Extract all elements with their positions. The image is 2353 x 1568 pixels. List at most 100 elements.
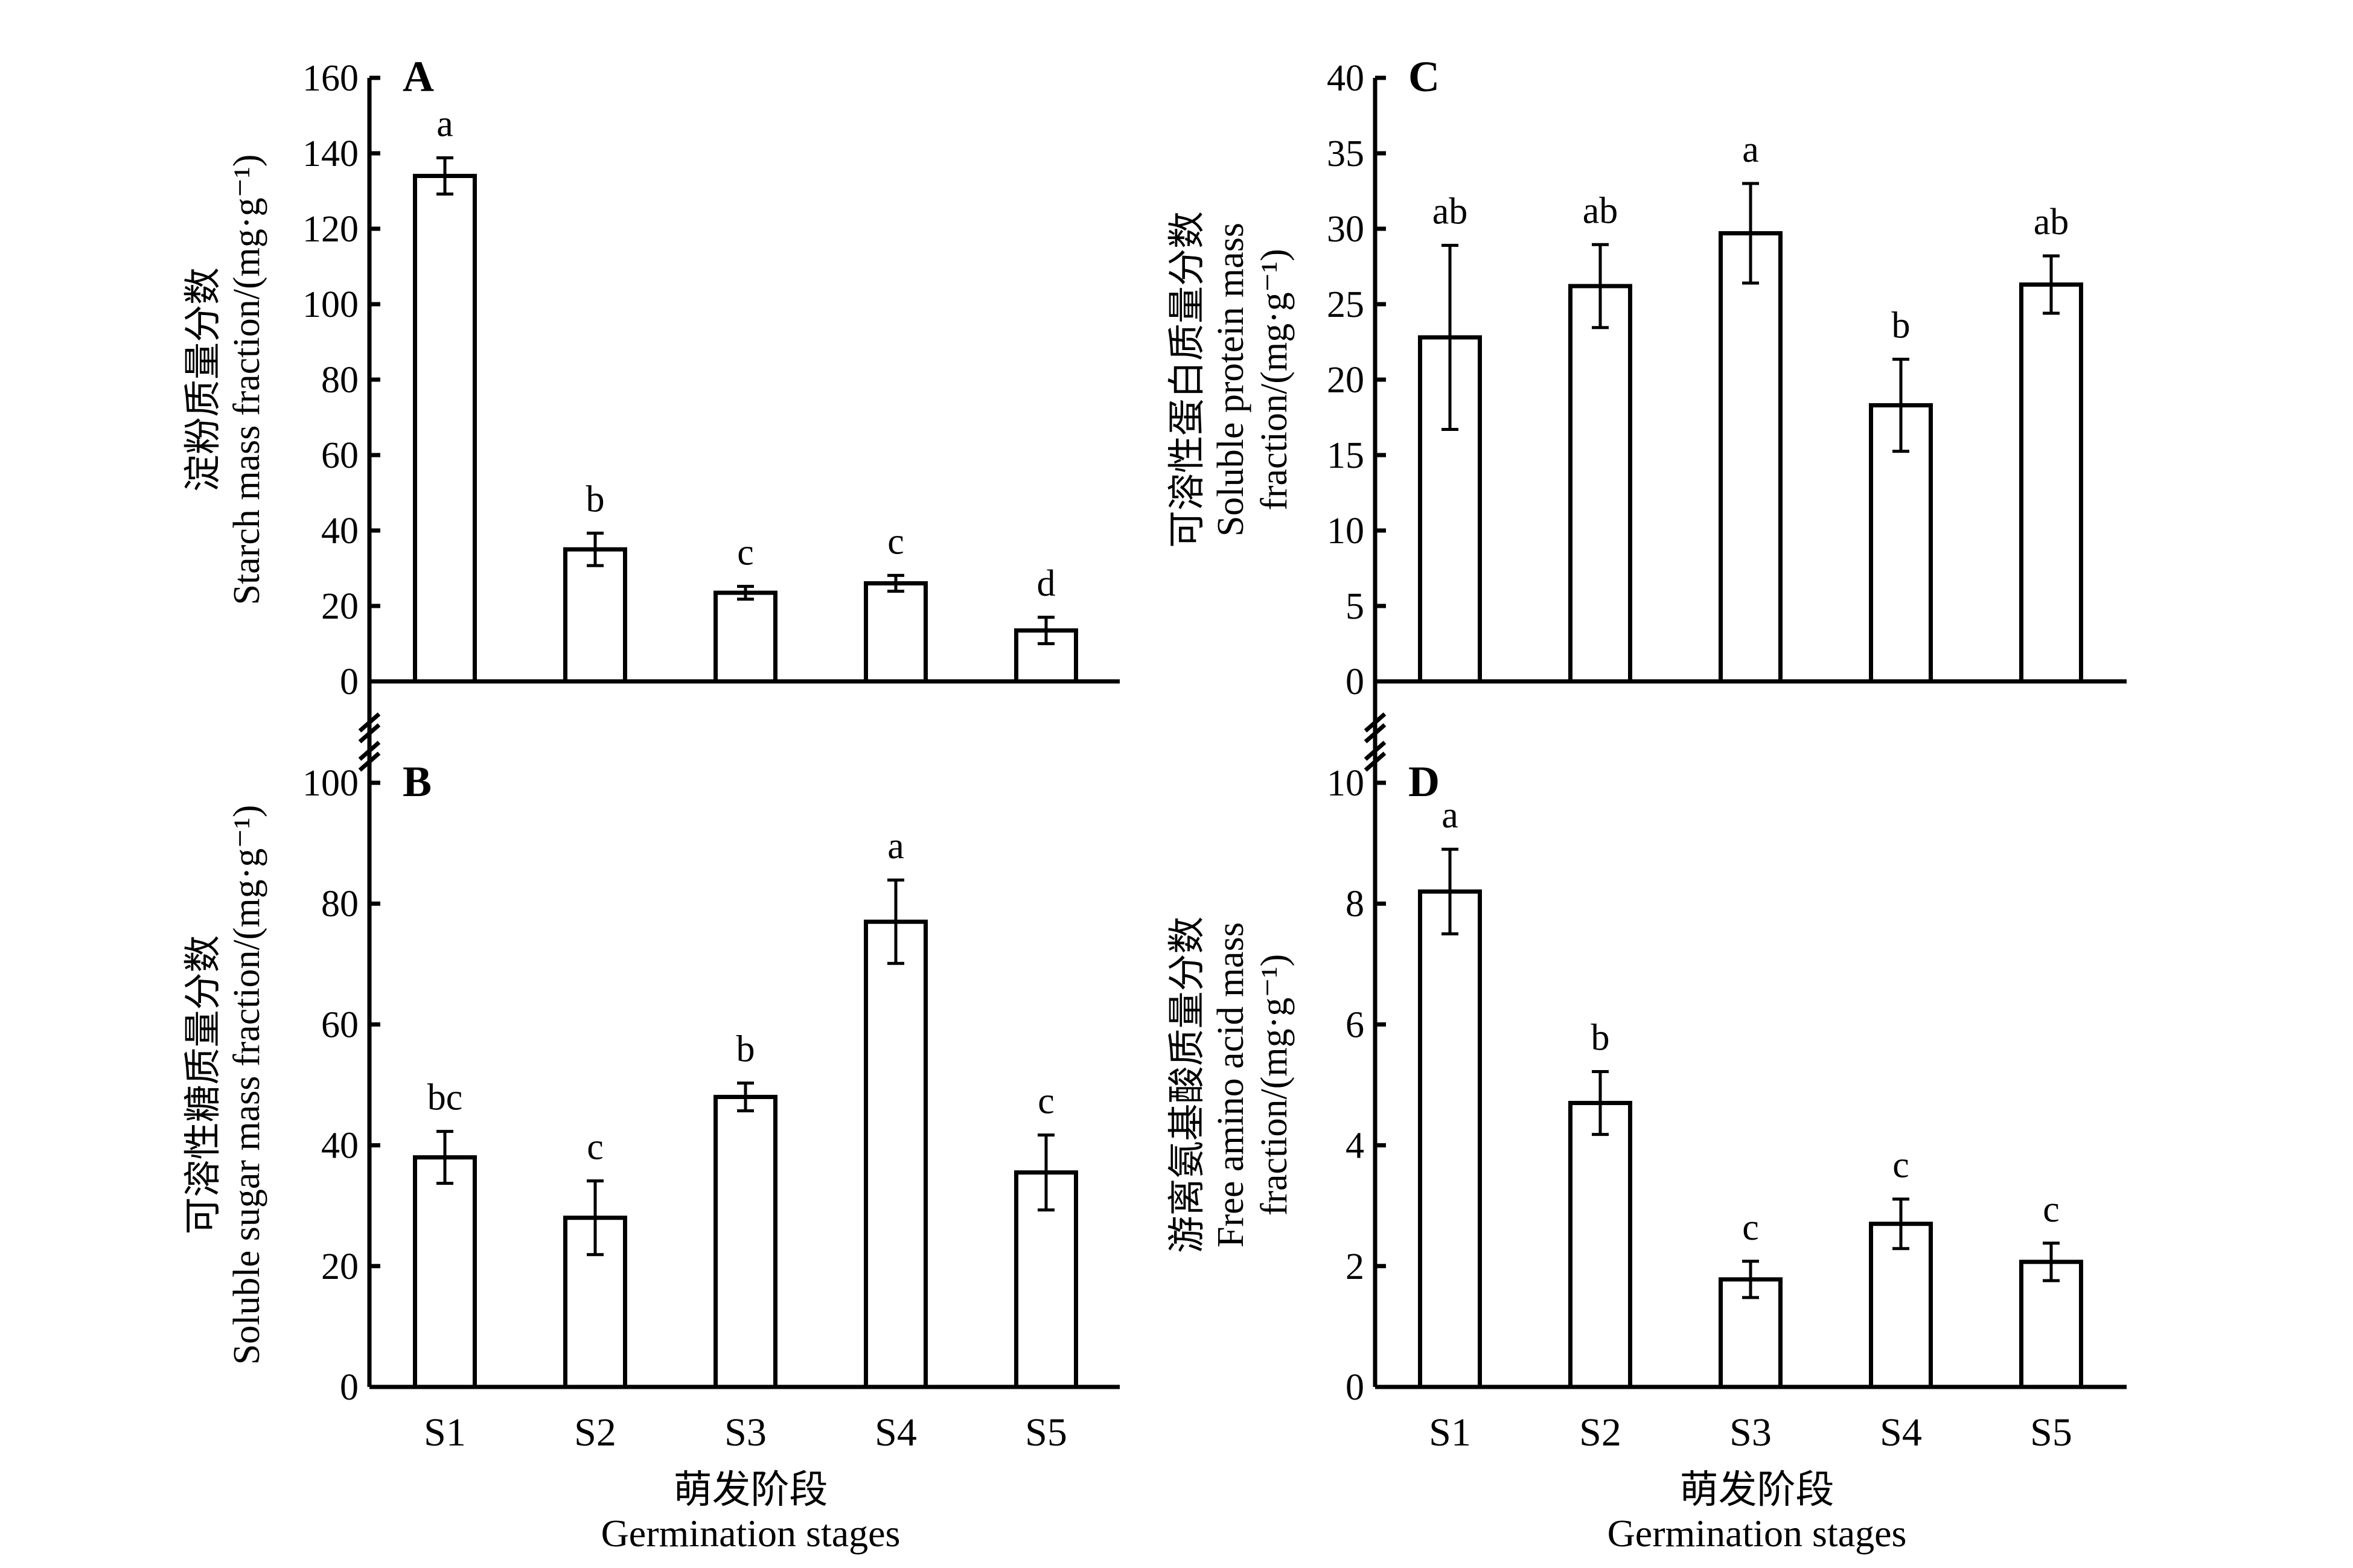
y-tick-label: 40 <box>321 511 359 552</box>
x-axis-title: Germination stages <box>601 1512 901 1555</box>
significance-letter: c <box>587 1127 604 1168</box>
y-axis-title: Soluble sugar mass fraction/(mg·g⁻¹) <box>226 805 267 1365</box>
y-tick-label: 6 <box>1346 1004 1364 1045</box>
panel-a: 0 20 40 60 80 100 120 140 160 Aa b c c d 淀粉质量分数 Starch … <box>183 53 1120 772</box>
y-tick-label: 10 <box>1327 763 1364 804</box>
significance-letter: b <box>586 479 605 520</box>
y-tick-label: 20 <box>1327 360 1364 401</box>
significance-letter: c <box>737 532 754 573</box>
y-axis-title: fraction/(mg·g⁻¹) <box>1254 954 1295 1216</box>
significance-letter: ab <box>2034 202 2069 243</box>
significance-letter: c <box>1892 1145 1909 1186</box>
significance-letter: a <box>887 826 904 867</box>
bar-s1 <box>1418 889 1482 1389</box>
panel-label: C <box>1408 53 1440 101</box>
significance-letter: b <box>1591 1017 1610 1058</box>
y-tick-label: 0 <box>340 1367 359 1408</box>
y-tick-label: 160 <box>302 58 359 99</box>
y-tick-label: 40 <box>321 1126 359 1167</box>
significance-letter: c <box>1038 1081 1055 1122</box>
error-bar <box>587 1179 604 1257</box>
y-tick-label: 60 <box>321 435 359 476</box>
y-axis-title-cn: 可溶性蛋白质量分数 <box>1167 211 1208 548</box>
y-axis-title-cn: 可溶性糖质量分数 <box>183 935 224 1234</box>
significance-letter: b <box>1892 305 1911 346</box>
x-tick-label: S1 <box>1429 1410 1471 1455</box>
y-tick-label: 40 <box>1327 58 1364 99</box>
error-bar <box>1592 1069 1609 1136</box>
error-bar <box>1742 1260 1759 1299</box>
y-axis-title: Soluble protein mass <box>1210 223 1251 537</box>
x-tick-label: S2 <box>1579 1410 1621 1455</box>
error-bar <box>436 156 453 196</box>
bar-s5 <box>2019 282 2083 684</box>
y-tick-label: 30 <box>1327 209 1364 250</box>
y-axis-title: Starch mass fraction/(mg·g⁻¹) <box>226 155 267 605</box>
error-bar <box>1038 616 1055 645</box>
y-tick-label: 5 <box>1346 586 1364 627</box>
axis-break-marks <box>1364 712 1387 744</box>
error-bar <box>1742 182 1759 285</box>
error-bar <box>436 1130 453 1185</box>
bar-s3 <box>714 590 777 684</box>
error-bar <box>887 878 904 965</box>
significance-letter: a <box>436 104 453 145</box>
panel-label: D <box>1408 757 1440 806</box>
significance-letter: c <box>2043 1189 2060 1230</box>
y-tick-label: 60 <box>321 1004 359 1045</box>
bar-s3 <box>1719 231 1783 684</box>
bar-s2 <box>1568 1101 1632 1389</box>
y-tick-label: 4 <box>1346 1126 1364 1167</box>
significance-letter: a <box>1742 129 1759 170</box>
y-tick-label: 100 <box>302 284 359 325</box>
y-tick-label: 35 <box>1327 133 1364 174</box>
bar-s1 <box>413 1155 477 1389</box>
y-tick-label: 100 <box>302 763 359 804</box>
bar-s2 <box>1568 284 1632 684</box>
y-tick-label: 80 <box>321 360 359 401</box>
y-tick-label: 10 <box>1327 511 1364 552</box>
error-bar <box>737 585 754 601</box>
y-axis-title-cn: 淀粉质量分数 <box>183 267 224 492</box>
bar-s1 <box>1418 335 1482 684</box>
y-tick-label: 15 <box>1327 435 1364 476</box>
x-tick-label: S5 <box>2030 1410 2072 1455</box>
significance-letter: ab <box>1583 190 1618 231</box>
y-tick-label: 0 <box>340 661 359 703</box>
x-tick-label: S2 <box>574 1410 616 1455</box>
axis-break-mark <box>1364 712 1387 733</box>
bar-s4 <box>1869 1222 1933 1389</box>
x-tick-label: S3 <box>1729 1410 1772 1455</box>
x-tick-label: S5 <box>1025 1410 1067 1455</box>
panel-d: 0 2 4 6 8 10 Da S1 b S2 c S3 c S4 c S5 游离氨基酸质量分数 Free ami… <box>1167 712 2127 1555</box>
x-axis-title-cn: 萌发阶段 <box>1680 1468 1834 1511</box>
y-axis-title-cn: 游离氨基酸质量分数 <box>1167 916 1208 1253</box>
error-bar <box>887 573 904 593</box>
y-axis-title: Free amino acid mass <box>1210 922 1251 1248</box>
y-tick-label: 0 <box>1346 661 1364 703</box>
error-bar <box>737 1081 754 1113</box>
error-bar <box>2043 254 2060 315</box>
bar-s2 <box>563 547 627 684</box>
y-tick-label: 2 <box>1346 1246 1364 1287</box>
error-bar <box>1592 243 1609 330</box>
x-tick-label: S4 <box>1880 1410 1922 1455</box>
bar-s4 <box>864 919 928 1389</box>
y-tick-label: 20 <box>321 586 359 627</box>
error-bar <box>1441 244 1458 431</box>
y-tick-label: 20 <box>321 1246 359 1287</box>
y-tick-label: 25 <box>1327 284 1364 325</box>
significance-letter: c <box>887 521 904 562</box>
error-bar <box>587 531 604 567</box>
significance-letter: ab <box>1432 191 1468 232</box>
axis-break-mark <box>358 712 381 733</box>
x-tick-label: S4 <box>875 1410 917 1455</box>
error-bar <box>1892 1197 1909 1251</box>
significance-letter: bc <box>427 1077 463 1118</box>
bar-s3 <box>714 1095 777 1389</box>
panel-label: B <box>403 757 432 806</box>
y-tick-label: 140 <box>302 133 359 174</box>
y-tick-label: 0 <box>1346 1367 1364 1408</box>
error-bar <box>1441 847 1458 935</box>
